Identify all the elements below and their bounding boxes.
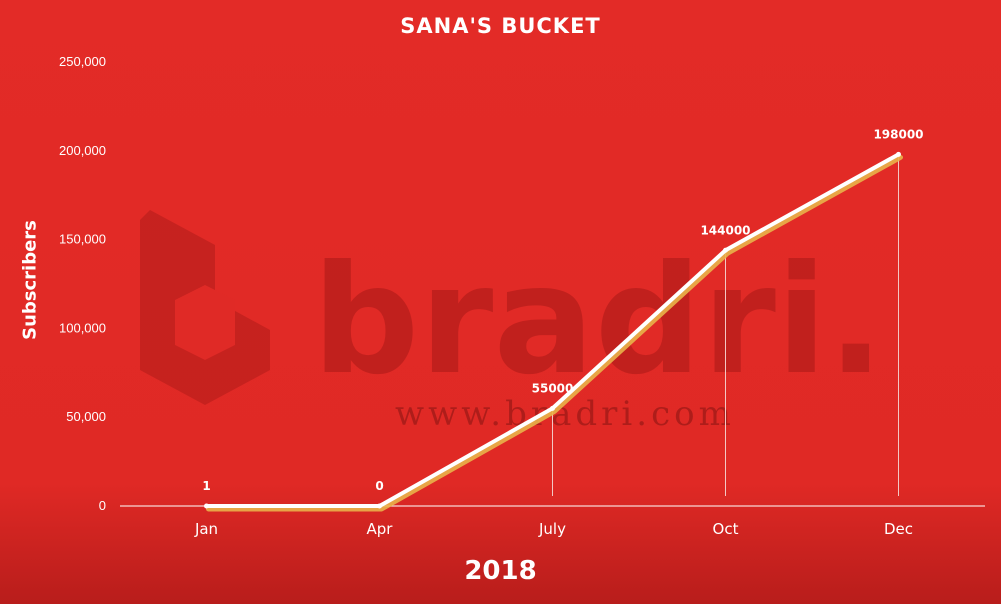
y-tick-label: 50,000 bbox=[66, 409, 106, 424]
series-line-shadow bbox=[206, 154, 903, 512]
x-tick-label: July bbox=[538, 520, 566, 538]
data-point bbox=[204, 503, 209, 509]
y-tick-label: 250,000 bbox=[59, 54, 106, 69]
data-label: 144000 bbox=[700, 223, 750, 237]
x-tick-label: Jan bbox=[194, 520, 218, 538]
x-axis-label: 2018 bbox=[464, 556, 537, 586]
y-tick-label: 0 bbox=[99, 498, 106, 513]
data-label: 198000 bbox=[873, 127, 923, 141]
data-point bbox=[896, 151, 901, 157]
data-point bbox=[723, 247, 728, 253]
x-tick-label: Dec bbox=[884, 520, 913, 538]
data-point bbox=[377, 503, 382, 509]
x-tick-label: Oct bbox=[713, 520, 739, 538]
data-label: 55000 bbox=[532, 381, 574, 395]
y-tick-label: 200,000 bbox=[59, 143, 106, 158]
data-label: 1 bbox=[202, 479, 210, 493]
y-tick-label: 100,000 bbox=[59, 320, 106, 335]
y-axis-label: Subscribers bbox=[19, 220, 41, 340]
x-tick-label: Apr bbox=[367, 520, 394, 538]
chart-title: SANA'S BUCKET bbox=[400, 14, 601, 38]
data-label: 0 bbox=[375, 479, 383, 493]
y-tick-label: 150,000 bbox=[59, 232, 106, 247]
data-point bbox=[550, 405, 555, 411]
